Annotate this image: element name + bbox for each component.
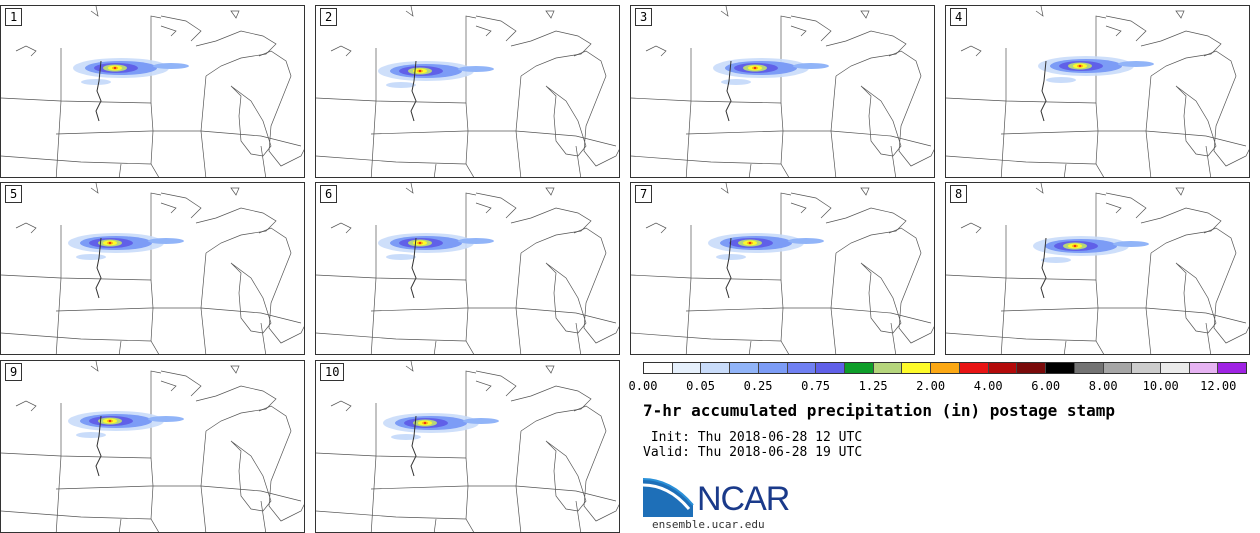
colorbar-segment — [815, 363, 845, 373]
colorbar-segment — [1188, 363, 1218, 373]
colorbar-segment — [644, 363, 672, 373]
colorbar-tick-label: 4.00 — [973, 379, 1003, 393]
colorbar-segment — [844, 363, 873, 373]
map-panel-10: 10 — [315, 360, 620, 533]
map-panel-4: 4 — [945, 5, 1250, 178]
colorbar-segment — [1131, 363, 1160, 373]
member-label: 5 — [5, 185, 23, 203]
colorbar-tick-label: 0.00 — [628, 379, 658, 393]
member-label: 2 — [320, 8, 338, 26]
colorbar-segment — [786, 363, 816, 373]
precipitation-colorbar — [643, 362, 1247, 374]
map-panel-8: 8 — [945, 182, 1250, 355]
colorbar-segment — [671, 363, 701, 373]
map-panel-5: 5 — [0, 182, 305, 355]
member-label: 10 — [320, 363, 345, 381]
colorbar-segment — [987, 363, 1017, 373]
colorbar-segment — [872, 363, 902, 373]
colorbar-segment — [700, 363, 730, 373]
member-label: 1 — [5, 8, 23, 26]
map-panel-7: 7 — [630, 182, 935, 355]
colorbar-tick-label: 8.00 — [1088, 379, 1118, 393]
member-label: 8 — [950, 185, 968, 203]
colorbar-segment — [1045, 363, 1074, 373]
colorbar-segment — [958, 363, 988, 373]
member-label: 4 — [950, 8, 968, 26]
map-panel-9: 9 — [0, 360, 305, 533]
colorbar-segment — [930, 363, 959, 373]
colorbar-segment — [1016, 363, 1046, 373]
member-label: 9 — [5, 363, 23, 381]
colorbar-tick-label: 0.25 — [743, 379, 773, 393]
chart-title: 7-hr accumulated precipitation (in) post… — [643, 401, 1116, 420]
colorbar-tick-label: 2.00 — [916, 379, 946, 393]
valid-time: Valid: Thu 2018-06-28 19 UTC — [643, 445, 863, 460]
map-panel-1: 1 — [0, 5, 305, 178]
colorbar-tick-label: 0.75 — [801, 379, 831, 393]
colorbar-segment — [729, 363, 758, 373]
ncar-wordmark: NCAR — [697, 480, 790, 518]
colorbar-tick-label: 12.00 — [1200, 379, 1237, 393]
colorbar-segment — [757, 363, 787, 373]
colorbar-tick-label: 6.00 — [1031, 379, 1061, 393]
ensemble-url: ensemble.ucar.edu — [652, 518, 765, 531]
init-time: Init: Thu 2018-06-28 12 UTC — [643, 430, 863, 445]
colorbar-tick-label: 10.00 — [1142, 379, 1179, 393]
colorbar-segment — [901, 363, 931, 373]
colorbar-segment — [1159, 363, 1189, 373]
ncar-logo-icon — [643, 478, 694, 517]
colorbar-segment — [1217, 363, 1247, 373]
colorbar-tick-label: 0.05 — [686, 379, 715, 393]
colorbar-segment — [1102, 363, 1132, 373]
member-label: 3 — [635, 8, 653, 26]
colorbar-segment — [1073, 363, 1103, 373]
colorbar-tick-label: 1.25 — [858, 379, 888, 393]
member-label: 7 — [635, 185, 653, 203]
map-panel-2: 2 — [315, 5, 620, 178]
map-panel-6: 6 — [315, 182, 620, 355]
map-panel-3: 3 — [630, 5, 935, 178]
member-label: 6 — [320, 185, 338, 203]
